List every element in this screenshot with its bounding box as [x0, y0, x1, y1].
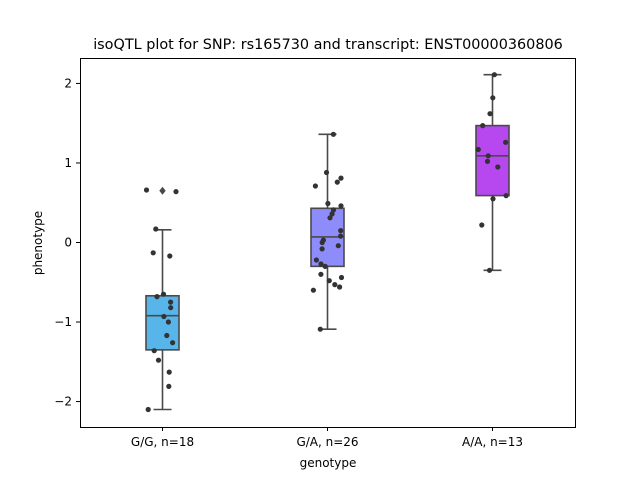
data-point	[155, 357, 162, 363]
data-point	[168, 299, 174, 305]
data-point	[154, 294, 160, 300]
y-axis-label: phenotype	[31, 211, 45, 275]
data-point	[480, 123, 486, 129]
data-point	[151, 348, 157, 354]
chart-title: isoQTL plot for SNP: rs165730 and transc…	[93, 37, 563, 53]
data-point	[310, 287, 316, 293]
data-point	[338, 203, 344, 209]
data-point	[313, 257, 319, 263]
y-tick-label: 0	[64, 236, 72, 250]
x-tick-label: G/G, n=18	[131, 435, 194, 449]
data-point	[160, 291, 167, 297]
data-point	[330, 207, 337, 213]
data-point	[326, 278, 332, 284]
outlier-point	[159, 186, 166, 195]
data-point	[503, 139, 509, 145]
data-point	[312, 183, 318, 189]
data-point	[338, 228, 344, 234]
boxes-layer	[145, 73, 510, 411]
data-point	[168, 305, 174, 311]
data-point	[143, 187, 150, 193]
y-axis: −2 −1 0 1 2	[54, 76, 80, 409]
y-tick-label: 2	[64, 76, 72, 90]
y-tick-label: −2	[54, 395, 72, 409]
data-point	[322, 263, 328, 269]
data-point	[332, 282, 338, 288]
data-point	[165, 319, 171, 325]
data-point	[338, 274, 345, 281]
data-point	[319, 239, 325, 246]
x-axis: G/G, n=18 G/A, n=26 A/A, n=13	[131, 427, 523, 449]
data-point	[170, 340, 176, 346]
data-point	[475, 146, 481, 153]
data-point	[161, 313, 167, 320]
data-point	[318, 271, 324, 277]
data-point	[323, 169, 330, 176]
data-point	[173, 189, 179, 195]
data-point	[491, 72, 497, 78]
data-point	[334, 179, 340, 185]
data-point	[150, 250, 156, 256]
box	[475, 124, 510, 197]
data-point	[164, 332, 170, 339]
data-point	[487, 111, 493, 117]
data-point	[166, 369, 172, 375]
data-point	[329, 211, 335, 217]
data-point	[317, 326, 323, 332]
data-point	[338, 233, 344, 239]
data-point	[338, 175, 344, 181]
data-point	[335, 243, 341, 249]
points-layer	[143, 72, 509, 413]
x-tick-label: G/A, n=26	[296, 435, 358, 449]
data-point	[319, 246, 325, 252]
data-point	[327, 215, 333, 221]
data-point	[486, 267, 493, 273]
data-point	[479, 222, 485, 228]
data-point	[484, 158, 491, 164]
data-point	[490, 196, 496, 202]
data-point	[153, 226, 159, 232]
x-tick-label: A/A, n=13	[462, 435, 523, 449]
data-point	[325, 200, 331, 207]
y-tick-label: −1	[54, 315, 72, 329]
data-point	[495, 164, 501, 170]
data-point	[145, 406, 151, 413]
x-axis-label: genotype	[300, 456, 357, 470]
data-point	[490, 95, 496, 101]
data-point	[167, 253, 173, 259]
data-point	[166, 383, 172, 389]
data-point	[318, 261, 324, 267]
data-point	[337, 284, 343, 290]
y-tick-label: 1	[64, 156, 72, 170]
data-point	[485, 153, 491, 159]
data-point	[503, 193, 509, 199]
data-point	[330, 131, 336, 137]
